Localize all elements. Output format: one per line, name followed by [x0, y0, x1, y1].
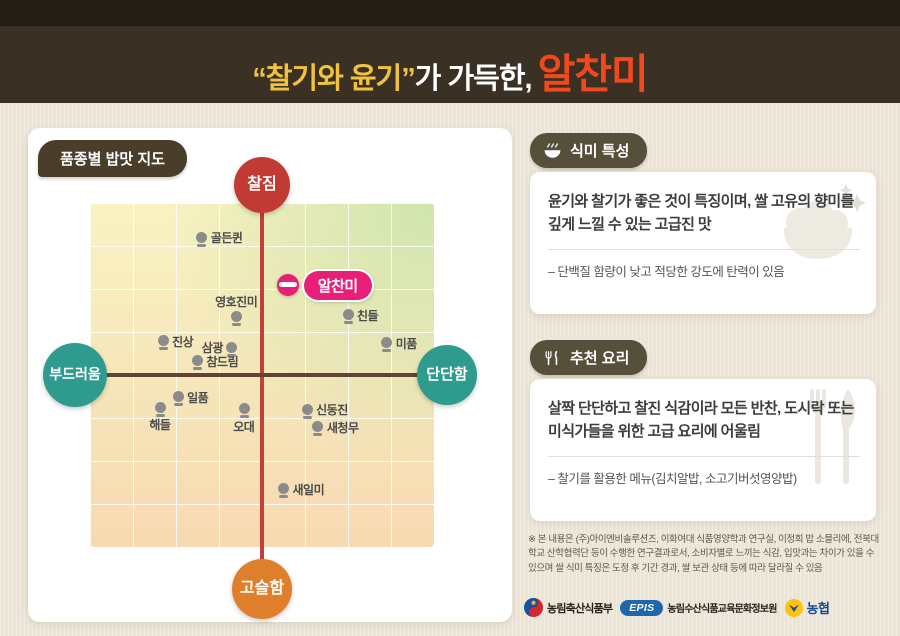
- variety-label: 친들: [357, 308, 379, 323]
- variety-dot: [192, 355, 203, 371]
- variety-label: 신동진: [316, 403, 348, 418]
- title-quoted: “찰기와 윤기”: [252, 63, 415, 95]
- highlight-marker: [276, 273, 299, 296]
- variety-label: 영호진미: [215, 294, 258, 309]
- page-title: “찰기와 윤기”가 가득한, 알찬미: [0, 40, 900, 100]
- variety-dot: [157, 335, 169, 351]
- variety-label: 해들: [149, 418, 171, 433]
- nonghyup-logo-group: 농협: [784, 598, 830, 617]
- variety-dot: [155, 401, 167, 417]
- map-title-badge: 품종별 밥맛 지도: [38, 140, 187, 177]
- divider: [548, 249, 860, 250]
- taste-note: – 단백질 함량이 낮고 적당한 강도에 탄력이 있음: [548, 265, 785, 279]
- variety-label: 참드림: [206, 354, 239, 369]
- axis-label-fluffy: 고슬함: [232, 559, 292, 619]
- variety-dot: [381, 337, 393, 353]
- variety-label: 미품: [395, 336, 418, 351]
- title-middle: 가 가득한,: [414, 63, 533, 95]
- variety-label: 일품: [187, 390, 209, 405]
- variety-dot: [172, 391, 184, 406]
- section-title: 추천 요리: [570, 350, 630, 367]
- divider: [548, 456, 860, 457]
- cutlery-icon: [543, 350, 562, 366]
- section-title: 식미 특성: [570, 143, 630, 160]
- footnote: ※ 본 내용은 (주)아이엔비솔루션즈, 이화여대 식품영양학과 연구실, 이정…: [528, 534, 879, 574]
- taste-description: 윤기와 찰기가 좋은 것이 특징이며, 쌀 고유의 향미를 깊게 느낄 수 있는…: [548, 193, 854, 233]
- variety-dot: [301, 403, 313, 419]
- rice-bowl-watermark: [756, 184, 874, 289]
- epis-logo-group: EPIS 농림수산식품교육문화정보원: [620, 599, 777, 616]
- variety-dot: [230, 311, 242, 327]
- dishes-description: 살짝 단단하고 찰진 식감이라 모든 반찬, 도시락 또는 미식가들을 위한 고…: [548, 400, 854, 440]
- ministry-logo-group: 농림축산식품부: [524, 598, 613, 617]
- highlight-label: 알찬미: [303, 270, 372, 300]
- variety-label: 진상: [172, 334, 194, 349]
- axis-label-soft: 부드러움: [43, 343, 107, 407]
- axis-label-firm: 단단함: [417, 345, 477, 405]
- header-top-strip: [0, 0, 900, 26]
- variety-label: 삼광: [201, 341, 224, 356]
- variety-dot: [226, 341, 238, 357]
- section-header-dishes: 추천 요리: [530, 340, 648, 375]
- variety-dot: [342, 309, 354, 325]
- variety-label: 새일미: [292, 482, 325, 497]
- epis-logo: EPIS: [620, 599, 664, 616]
- variety-dot: [312, 421, 324, 437]
- section-header-taste: 식미 특성: [530, 133, 648, 168]
- nonghyup-logo-icon: [784, 598, 803, 617]
- variety-label: 골든퀸: [210, 231, 243, 246]
- taste-card: 윤기와 찰기가 좋은 것이 특징이며, 쌀 고유의 향미를 깊게 느낄 수 있는…: [530, 172, 876, 314]
- header: “찰기와 윤기”가 가득한, 알찬미: [0, 0, 900, 103]
- variety-dot: [239, 403, 251, 419]
- horizontal-axis-line: [75, 373, 447, 377]
- dishes-note: – 찰기를 활용한 메뉴(김치알밥, 소고기버섯영양밥): [548, 472, 797, 486]
- variety-dot: [196, 231, 208, 247]
- rice-bowl-icon: [543, 142, 562, 159]
- ministry-logo-icon: [524, 598, 543, 617]
- nonghyup-name: 농협: [806, 601, 830, 616]
- ministry-name: 농림축산식품부: [547, 602, 613, 615]
- institute-name: 농림수산식품교육문화정보원: [667, 604, 777, 615]
- cutlery-watermark: [804, 385, 868, 521]
- variety-dot: [278, 483, 289, 499]
- variety-label: 새청무: [326, 420, 359, 435]
- footer-logos: 농림축산식품부 EPIS 농림수산식품교육문화정보원 농협: [524, 598, 888, 617]
- variety-label: 오대: [233, 419, 255, 434]
- title-brand: 알찬미: [537, 51, 649, 97]
- vertical-axis-line: [260, 185, 264, 588]
- dishes-card: 살짝 단단하고 찰진 식감이라 모든 반찬, 도시락 또는 미식가들을 위한 고…: [530, 379, 876, 521]
- axis-label-sticky: 찰짐: [234, 157, 290, 213]
